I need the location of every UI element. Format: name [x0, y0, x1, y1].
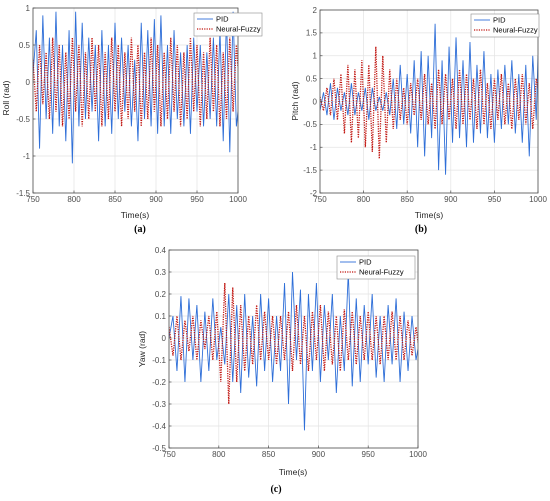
panel-label: (a)	[134, 224, 146, 235]
y-tick-label: 0.4	[155, 246, 167, 255]
y-tick-label: 0.3	[155, 268, 167, 277]
y-tick-label: -1	[310, 143, 318, 152]
y-tick-label: -0.5	[16, 115, 30, 124]
y-tick-label: 1	[313, 52, 318, 61]
y-tick-label: -1	[23, 152, 31, 161]
y-tick-label: 0	[162, 334, 167, 343]
x-tick-label: 800	[357, 195, 371, 204]
x-tick-label: 950	[190, 195, 204, 204]
x-tick-label: 750	[162, 450, 176, 459]
x-tick-label: 1000	[409, 450, 427, 459]
series-line-neural-fuzzy	[320, 46, 538, 159]
x-axis-label: Time(s)	[279, 467, 308, 477]
x-tick-label: 1000	[229, 195, 247, 204]
x-axis-label: Time(s)	[415, 210, 444, 220]
y-tick-label: -0.5	[152, 444, 166, 453]
axes-box	[168, 249, 419, 449]
legend-label: Neural-Fuzzy	[216, 25, 261, 34]
legend-label: PID	[359, 258, 372, 267]
y-axis-label: Roll (rad)	[1, 80, 11, 115]
plot-area	[169, 250, 418, 448]
x-tick-label: 900	[149, 195, 163, 204]
x-tick-label: 750	[313, 195, 327, 204]
series-line-pid	[33, 11, 238, 164]
y-tick-label: -0.5	[303, 120, 317, 129]
x-tick-label: 800	[67, 195, 81, 204]
x-tick-label: 800	[212, 450, 226, 459]
y-tick-label: 0.5	[306, 74, 318, 83]
y-tick-label: -0.4	[152, 422, 166, 431]
legend-box	[336, 255, 416, 280]
x-tick-label: 1000	[529, 195, 547, 204]
legend-label: PID	[216, 15, 229, 24]
y-tick-label: 0	[26, 78, 31, 87]
y-tick-label: -0.2	[152, 378, 166, 387]
y-tick-label: 2	[313, 6, 318, 15]
y-tick-label: -2	[310, 189, 318, 198]
panel-label: (c)	[270, 484, 281, 495]
y-tick-label: -0.3	[152, 400, 166, 409]
x-tick-label: 850	[108, 195, 122, 204]
y-tick-label: -1.5	[303, 166, 317, 175]
x-tick-label: 750	[26, 195, 40, 204]
chart-panel-c: 750 800 850 900 950 1000 -0.5 -0.4 -0.3 -0.2 -0.1 0…	[137, 246, 427, 495]
chart-panel-a: 750 800 850 900 950 1000 -1.5 -1 -0.5 0 0.5 1 Time(s…	[1, 4, 263, 235]
y-tick-label: 0	[313, 97, 318, 106]
y-tick-label: 1	[26, 4, 31, 13]
y-axis-label: Yaw (rad)	[137, 331, 147, 367]
legend-label: PID	[493, 16, 506, 25]
x-axis-label: Time(s)	[121, 210, 150, 220]
legend-label: Neural-Fuzzy	[493, 26, 538, 35]
y-tick-label: 1.5	[306, 29, 318, 38]
series-line-neural-fuzzy	[33, 37, 238, 127]
axes-box	[32, 7, 239, 194]
x-tick-label: 950	[488, 195, 502, 204]
series-line-neural-fuzzy	[169, 282, 418, 405]
x-tick-label: 900	[444, 195, 458, 204]
y-tick-label: 0.5	[19, 41, 31, 50]
y-axis-label: Pitch (rad)	[290, 81, 300, 120]
y-tick-label: -1.5	[16, 189, 30, 198]
chart-panel-b: 750 800 850 900 950 1000 -2 -1.5 -1 -0.5 0 0.5 1 1.5 2…	[290, 6, 547, 235]
x-tick-label: 850	[262, 450, 276, 459]
legend-label: Neural-Fuzzy	[359, 268, 404, 277]
x-tick-label: 950	[362, 450, 376, 459]
panel-label: (b)	[415, 224, 427, 235]
y-tick-label: -0.1	[152, 356, 166, 365]
x-tick-label: 850	[401, 195, 415, 204]
x-tick-label: 900	[312, 450, 326, 459]
y-tick-label: 0.1	[155, 312, 167, 321]
y-tick-label: 0.2	[155, 290, 167, 299]
